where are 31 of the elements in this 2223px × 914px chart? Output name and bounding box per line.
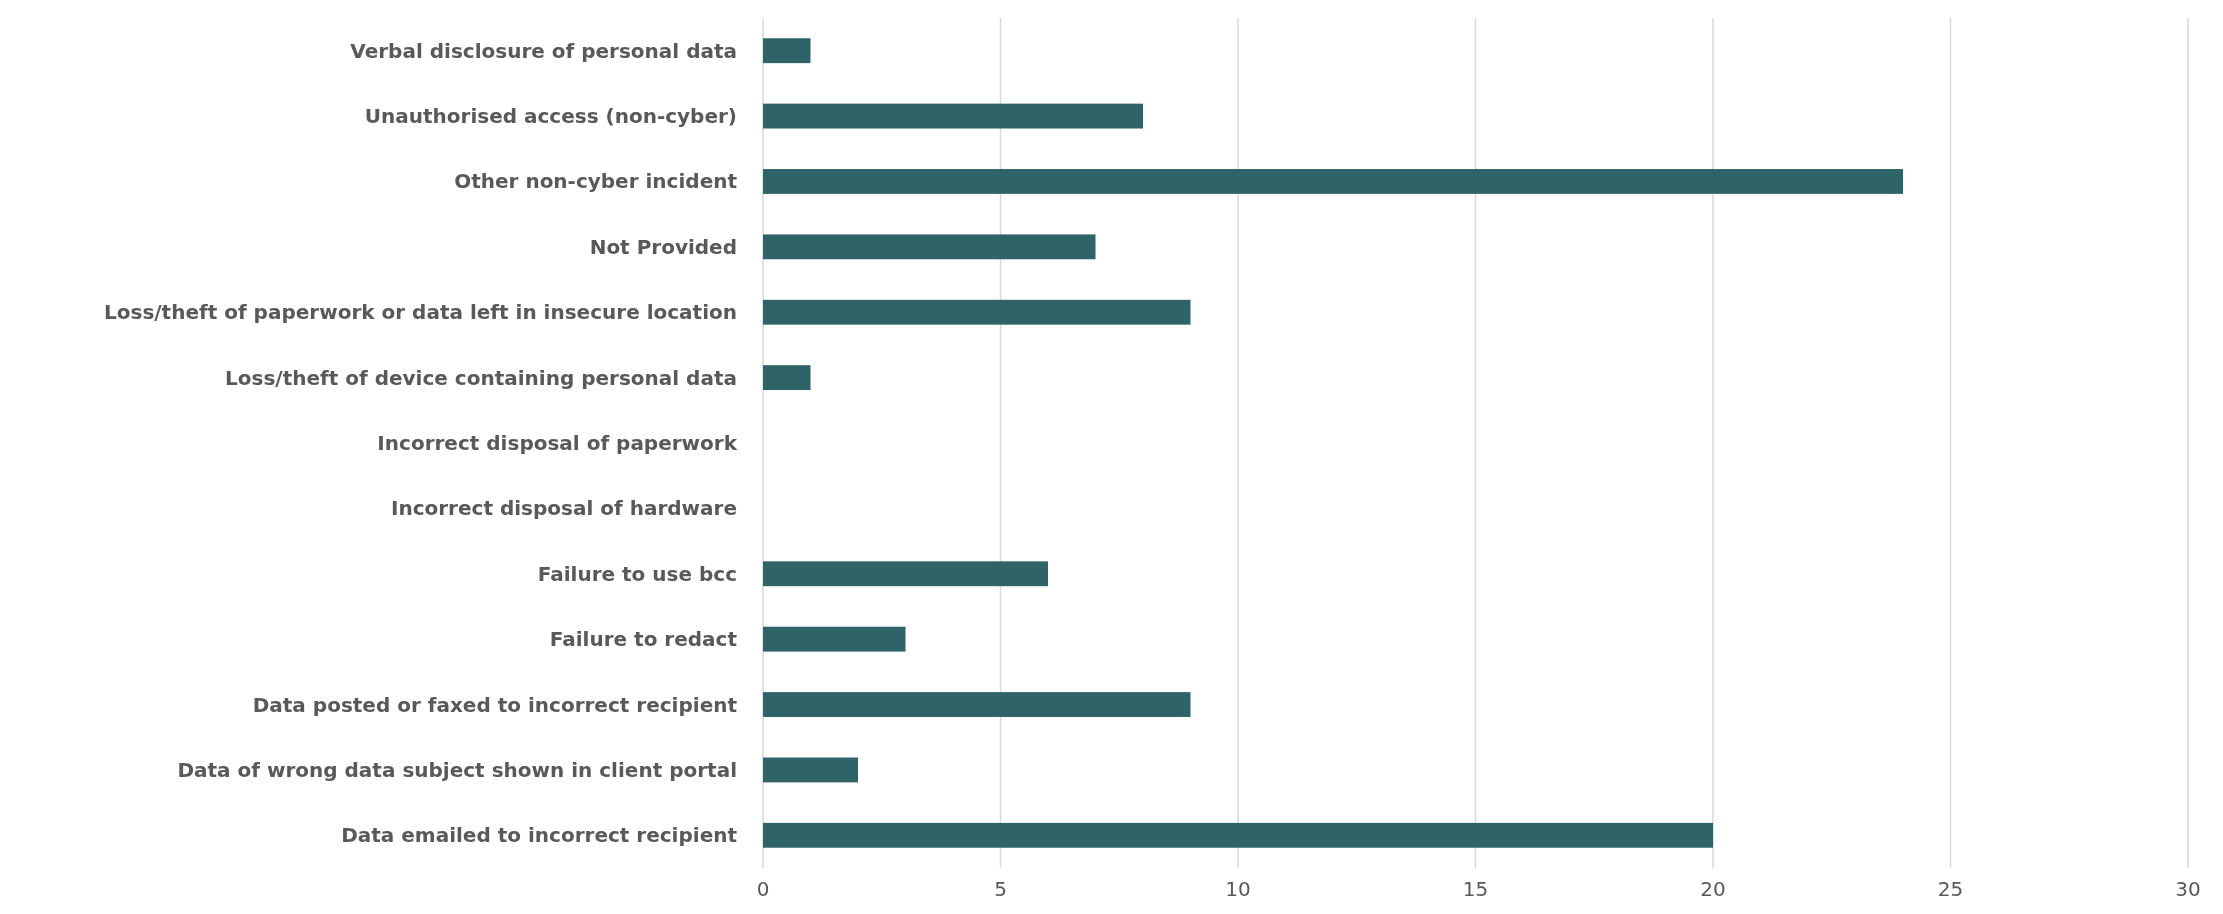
x-tick-label: 0 bbox=[756, 877, 770, 901]
y-tick-label: Incorrect disposal of paperwork bbox=[377, 431, 738, 455]
x-tick-label: 20 bbox=[1700, 877, 1726, 901]
bar bbox=[763, 626, 906, 652]
y-tick-label: Data emailed to incorrect recipient bbox=[341, 823, 738, 848]
y-tick-label: Loss/theft of device containing personal data bbox=[225, 365, 737, 390]
x-tick-label: 25 bbox=[1937, 877, 1964, 901]
y-tick-label: Incorrect disposal of hardware bbox=[390, 496, 737, 521]
bar bbox=[763, 822, 1713, 848]
x-tick-label: 10 bbox=[1225, 877, 1251, 901]
y-tick-label: Failure to use bcc bbox=[537, 561, 737, 586]
bar bbox=[763, 234, 1096, 260]
x-tick-label: 5 bbox=[994, 877, 1007, 901]
y-tick-label: Unauthorised access (non-cyber) bbox=[364, 104, 737, 129]
bar bbox=[763, 692, 1191, 717]
bar bbox=[763, 365, 811, 391]
y-tick-label: Not Provided bbox=[589, 234, 737, 259]
y-tick-label: Failure to redact bbox=[549, 627, 738, 652]
y-tick-label: Loss/theft of paperwork or data left in insecure location bbox=[104, 300, 737, 325]
bar bbox=[763, 561, 1048, 587]
y-tick-label: Verbal disclosure of personal data bbox=[350, 38, 737, 63]
bar bbox=[763, 299, 1191, 325]
y-tick-label: Data of wrong data subject shown in client portal bbox=[177, 757, 737, 782]
bar bbox=[763, 103, 1143, 129]
x-tick-label: 15 bbox=[1462, 877, 1489, 901]
bar bbox=[763, 757, 858, 783]
y-tick-label: Other non-cyber incident bbox=[454, 169, 738, 194]
x-tick-label: 30 bbox=[2175, 877, 2201, 901]
y-tick-label: Data posted or faxed to incorrect recipient bbox=[252, 692, 738, 717]
bar bbox=[763, 38, 811, 64]
bar bbox=[763, 169, 1903, 194]
